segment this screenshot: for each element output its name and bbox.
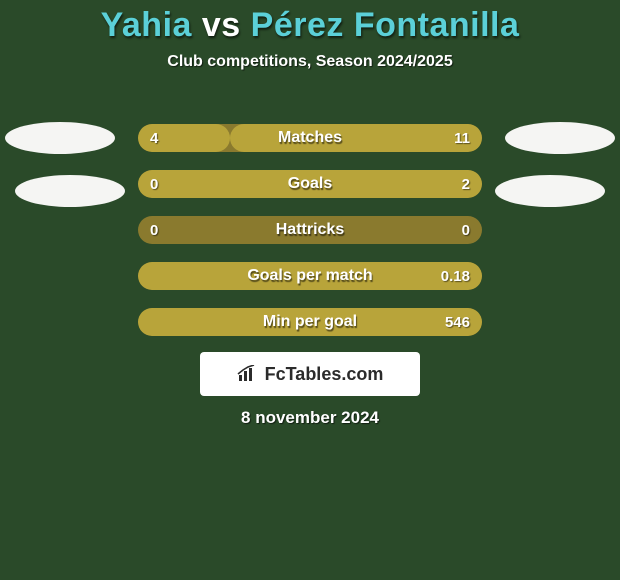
stat-row: 00Hattricks	[138, 216, 482, 244]
comparison-title: Yahia vs Pérez Fontanilla	[0, 0, 620, 45]
stat-label: Goals	[138, 170, 482, 198]
stat-row: 546Min per goal	[138, 308, 482, 336]
chart-icon	[237, 365, 259, 383]
stat-label: Goals per match	[138, 262, 482, 290]
date-text: 8 november 2024	[0, 408, 620, 428]
stat-row: 0.18Goals per match	[138, 262, 482, 290]
stat-label: Hattricks	[138, 216, 482, 244]
player1-name: Yahia	[101, 6, 192, 44]
stat-label: Matches	[138, 124, 482, 152]
subtitle: Club competitions, Season 2024/2025	[0, 53, 620, 71]
player2-crest-bottom	[495, 175, 605, 207]
stat-row: 411Matches	[138, 124, 482, 152]
player2-name: Pérez Fontanilla	[251, 6, 520, 44]
vs-separator: vs	[202, 6, 241, 44]
stat-bars-container: 411Matches 02Goals 00Hattricks 0.18Goals pe…	[138, 124, 482, 354]
brand-text: FcTables.com	[265, 364, 384, 385]
player1-crest-bottom	[15, 175, 125, 207]
player2-crest-top	[505, 122, 615, 154]
brand-box: FcTables.com	[200, 352, 420, 396]
stat-label: Min per goal	[138, 308, 482, 336]
stat-row: 02Goals	[138, 170, 482, 198]
player1-crest-top	[5, 122, 115, 154]
